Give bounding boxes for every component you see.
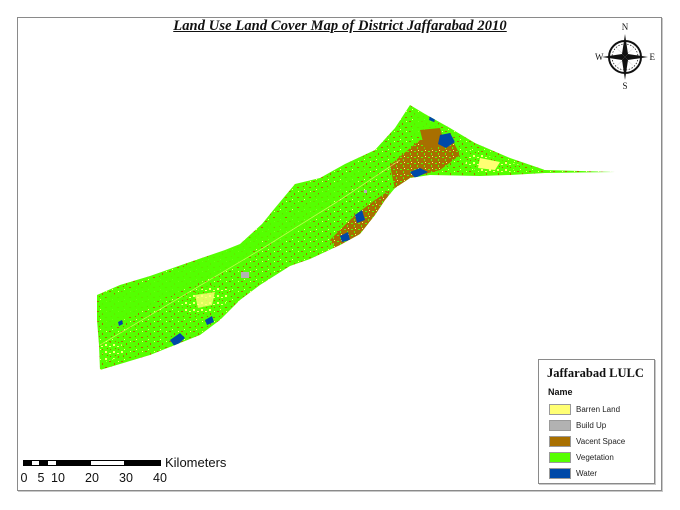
scale-tick: 0	[20, 471, 28, 485]
scale-unit-label: Kilometers	[165, 455, 227, 470]
legend-title: Jaffarabad LULC	[547, 366, 644, 380]
map-frame	[17, 17, 662, 491]
scale-tick: 20	[85, 471, 99, 485]
legend-swatch	[549, 451, 571, 463]
scale-tick: 40	[153, 471, 167, 485]
legend-label: Barren Land	[576, 404, 621, 414]
legend-item-water: Water	[549, 467, 597, 479]
legend-label: Vegetation	[576, 452, 614, 462]
legend-swatch	[549, 435, 571, 447]
scale-tick: 10	[51, 471, 65, 485]
west-label: W	[595, 52, 604, 62]
east-label: E	[650, 52, 656, 62]
legend-label: Build Up	[576, 420, 607, 430]
compass-rose-icon: N S W E	[595, 22, 656, 91]
legend-item-build-up: Build Up	[549, 419, 606, 431]
legend-label: Water	[576, 468, 598, 478]
legend-swatch	[549, 403, 571, 415]
scale-tick: 5	[37, 471, 45, 485]
north-arrow: N S W E	[592, 20, 657, 91]
legend: Jaffarabad LULC Name Barren Land Build U…	[538, 359, 655, 484]
legend-swatch	[549, 467, 571, 479]
south-label: S	[622, 81, 627, 90]
legend-item-vegetation: Vegetation	[549, 451, 614, 463]
legend-item-vacent-space: Vacent Space	[549, 435, 625, 447]
legend-label: Vacent Space	[576, 436, 626, 446]
scale-tick: 30	[119, 471, 133, 485]
north-label: N	[622, 22, 629, 32]
map-title: Land Use Land Cover Map of District Jaff…	[173, 18, 507, 34]
scale-bar	[23, 460, 163, 467]
legend-swatch	[549, 419, 571, 431]
legend-field-name: Name	[548, 387, 573, 397]
legend-item-barren-land: Barren Land	[549, 403, 620, 415]
